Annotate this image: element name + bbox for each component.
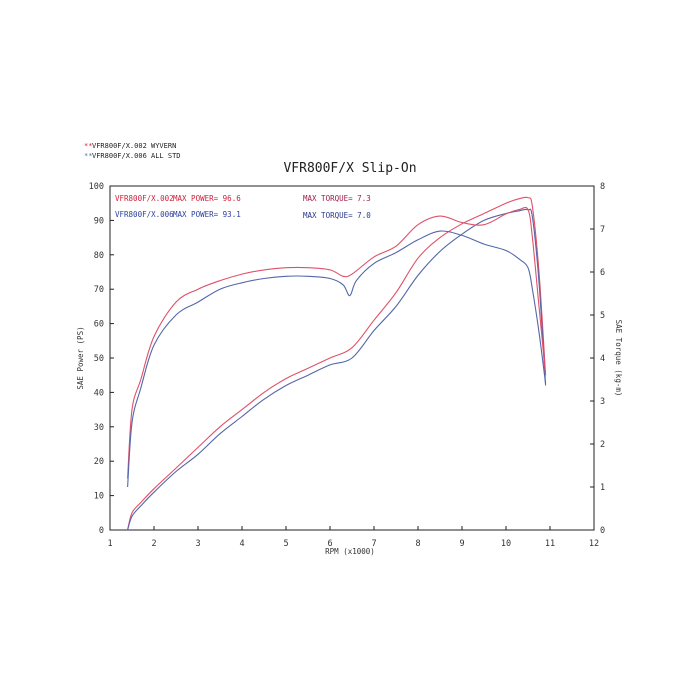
- wyvern-torque-line: [127, 206, 547, 479]
- y-tick-label: 0: [99, 526, 104, 536]
- legend: ** VFR800F/X.002 WYVERN ** VFR800F/X.006…: [84, 142, 181, 160]
- y-tick-label: 70: [94, 285, 104, 295]
- y2-tick-label: 1: [600, 483, 605, 493]
- y-tick-label: 40: [94, 388, 104, 398]
- x-tick-label: 5: [283, 539, 288, 549]
- y-tick-label: 50: [94, 354, 104, 364]
- wyvern-power-line: [127, 196, 547, 531]
- y2-tick-label: 0: [600, 526, 605, 536]
- chart-title: VFR800F/X Slip-On: [283, 161, 416, 176]
- y2-tick-label: 2: [600, 440, 605, 450]
- annotation-blue-model: VFR800F/X.006: [115, 210, 174, 219]
- x-tick-label: 8: [415, 539, 420, 549]
- x-tick-label: 6: [327, 539, 332, 549]
- x-tick-label: 3: [195, 539, 200, 549]
- annotation-red-model: VFR800F/X.002: [115, 194, 174, 203]
- axis-ticks: 1 2 3 4 5 6 7 8 9 10 11 120102030405060708090100012…: [89, 182, 605, 549]
- x-tick-label: 10: [501, 539, 511, 549]
- y2-tick-label: 8: [600, 182, 605, 192]
- x-tick-label: 7: [371, 539, 376, 549]
- x-tick-label: 2: [151, 539, 156, 549]
- x-tick-label: 1: [107, 539, 112, 549]
- y2-tick-label: 5: [600, 311, 605, 321]
- annotations: VFR800F/X.002 MAX POWER= 96.6 MAX TORQUE…: [115, 194, 371, 220]
- legend-entry-std: VFR800F/X.006 ALL STD: [92, 152, 181, 160]
- y2-axis-label: SAE Torque (kg-m): [614, 320, 623, 397]
- x-axis-label: RPM (x1000): [325, 547, 375, 556]
- std-torque-line: [127, 230, 547, 488]
- y2-tick-label: 3: [600, 397, 605, 407]
- legend-marker-wyvern: **: [84, 142, 92, 150]
- y-tick-label: 20: [94, 457, 104, 467]
- y2-tick-label: 4: [600, 354, 605, 364]
- y-tick-label: 100: [89, 182, 104, 192]
- annotation-blue-max-torque: MAX TORQUE= 7.0: [303, 211, 371, 220]
- y2-tick-label: 7: [600, 225, 605, 235]
- x-tick-label: 9: [459, 539, 464, 549]
- y-tick-label: 30: [94, 423, 104, 433]
- y-axis-label: SAE Power (PS): [76, 326, 85, 389]
- x-tick-label: 12: [589, 539, 599, 549]
- series-lines: [127, 196, 547, 531]
- y-tick-label: 60: [94, 320, 104, 330]
- legend-entry-wyvern: VFR800F/X.002 WYVERN: [92, 142, 176, 150]
- annotation-red-max-torque: MAX TORQUE= 7.3: [303, 194, 371, 203]
- y-tick-label: 80: [94, 251, 104, 261]
- x-tick-label: 11: [545, 539, 555, 549]
- annotation-red-max-power: MAX POWER= 96.6: [173, 194, 241, 203]
- y-tick-label: 10: [94, 492, 104, 502]
- x-tick-label: 4: [239, 539, 244, 549]
- y-tick-label: 90: [94, 216, 104, 226]
- y2-tick-label: 6: [600, 268, 605, 278]
- annotation-blue-max-power: MAX POWER= 93.1: [173, 210, 241, 219]
- std-power-line: [127, 208, 547, 531]
- legend-marker-std: **: [84, 152, 92, 160]
